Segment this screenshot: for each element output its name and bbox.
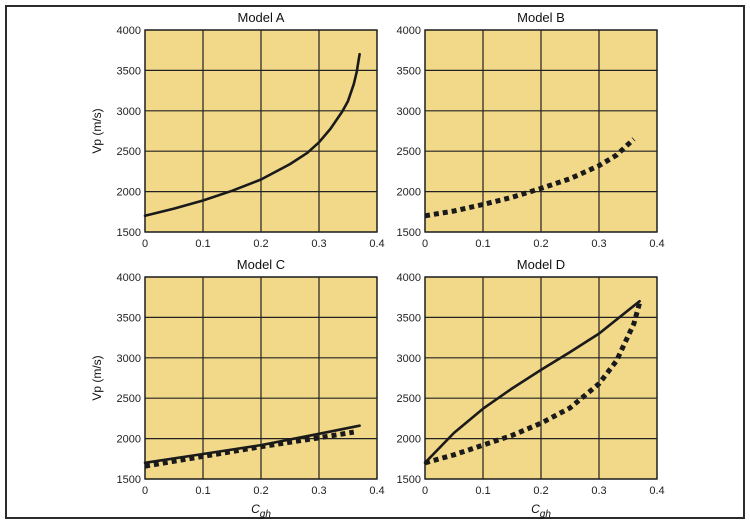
y-tick-label: 2000 <box>397 187 421 199</box>
x-tick-label: 0.4 <box>369 485 384 497</box>
chart-panel-1: 0 0.1 0.2 0.3 0.4 1500 2000 2500 3000 3500 4000 Mod… <box>90 10 385 250</box>
y-tick-label: 3500 <box>117 312 141 324</box>
x-tick-label: 0.3 <box>591 485 606 497</box>
panel-title: Model D <box>517 257 565 272</box>
y-tick-label: 2500 <box>397 146 421 158</box>
x-tick-label: 0.1 <box>475 485 490 497</box>
y-tick-label: 2500 <box>397 393 421 405</box>
x-tick-label: 0.1 <box>475 238 490 250</box>
y-tick-label: 4000 <box>397 272 421 284</box>
y-tick-label: 2000 <box>117 187 141 199</box>
x-tick-label: 0 <box>142 238 148 250</box>
y-tick-label: 3000 <box>117 106 141 118</box>
y-tick-label: 3000 <box>397 353 421 365</box>
y-tick-label: 4000 <box>397 25 421 37</box>
y-tick-label: 4000 <box>117 272 141 284</box>
y-tick-label: 1500 <box>397 227 421 239</box>
series-line-solid <box>143 52 361 218</box>
x-tick-label: 0.3 <box>591 238 606 250</box>
x-tick-label: 0.2 <box>533 238 548 250</box>
x-tick-label: 0.4 <box>649 485 664 497</box>
plot-border <box>144 29 378 233</box>
chart-panel-3: 0 0.1 0.2 0.3 0.4 1500 2000 2500 3000 3500 4000 Mod… <box>90 257 385 520</box>
x-tick-label: 0.1 <box>195 238 210 250</box>
series-line-solid <box>423 299 641 465</box>
y-tick-label: 2500 <box>117 146 141 158</box>
y-axis-label: Vp (m/s) <box>90 355 104 400</box>
y-tick-label: 3000 <box>117 353 141 365</box>
y-tick-label: 1500 <box>397 474 421 486</box>
x-tick-label: 0.4 <box>369 238 384 250</box>
x-tick-label: 0.3 <box>311 238 326 250</box>
chart-panel-4: 0 0.1 0.2 0.3 0.4 1500 2000 2500 3000 3500 4000 Mod… <box>397 257 665 520</box>
y-tick-label: 3500 <box>397 312 421 324</box>
panel-title: Model C <box>237 257 285 272</box>
chart-panel-2: 0 0.1 0.2 0.3 0.4 1500 2000 2500 3000 3500 4000 Mod… <box>397 10 665 250</box>
y-tick-label: 3500 <box>397 65 421 77</box>
panel-title: Model A <box>238 10 285 25</box>
y-tick-label: 4000 <box>117 25 141 37</box>
y-tick-label: 2500 <box>117 393 141 405</box>
x-tick-label: 0.4 <box>649 238 664 250</box>
x-tick-label: 0 <box>422 485 428 497</box>
x-tick-label: 0.2 <box>533 485 548 497</box>
plot-border <box>424 29 658 233</box>
y-tick-label: 2000 <box>117 434 141 446</box>
x-axis-label: Cgh <box>531 502 551 520</box>
panel-title: Model B <box>517 10 565 25</box>
series-line-dotted <box>424 302 643 466</box>
y-axis-label: Vp (m/s) <box>90 108 104 153</box>
plot-border <box>144 276 378 480</box>
y-tick-label: 2000 <box>397 434 421 446</box>
y-tick-label: 1500 <box>117 474 141 486</box>
y-tick-label: 3000 <box>397 106 421 118</box>
series-line-dotted <box>424 137 636 219</box>
x-tick-label: 0.2 <box>253 238 268 250</box>
x-tick-label: 0.3 <box>311 485 326 497</box>
x-tick-label: 0.1 <box>195 485 210 497</box>
plot-border <box>424 276 658 480</box>
y-tick-label: 1500 <box>117 227 141 239</box>
x-tick-label: 0 <box>422 238 428 250</box>
x-tick-label: 0.2 <box>253 485 268 497</box>
series-line-dotted <box>144 429 355 469</box>
y-tick-label: 3500 <box>117 65 141 77</box>
x-axis-label: Cgh <box>251 502 271 520</box>
x-tick-label: 0 <box>142 485 148 497</box>
